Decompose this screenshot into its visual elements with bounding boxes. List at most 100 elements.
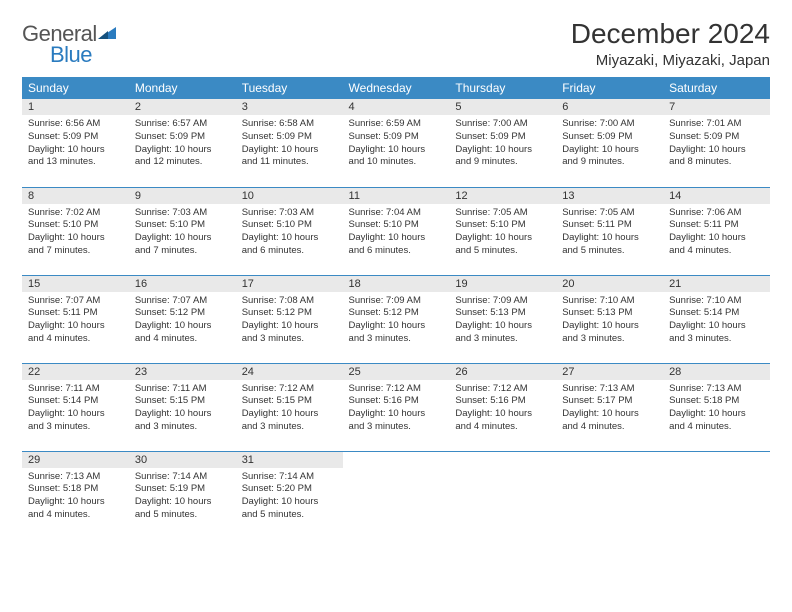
sunset-line: Sunset: 5:10 PM (135, 219, 230, 232)
sunrise-line: Sunrise: 7:11 AM (135, 383, 230, 396)
sunrise-line: Sunrise: 7:14 AM (242, 471, 337, 484)
sunset-line: Sunset: 5:16 PM (349, 395, 444, 408)
day-details: Sunrise: 7:00 AMSunset: 5:09 PMDaylight:… (556, 115, 663, 173)
day-details: Sunrise: 6:58 AMSunset: 5:09 PMDaylight:… (236, 115, 343, 173)
sunrise-line: Sunrise: 7:07 AM (28, 295, 123, 308)
sunset-line: Sunset: 5:09 PM (455, 131, 550, 144)
sunrise-line: Sunrise: 6:58 AM (242, 118, 337, 131)
day-details: Sunrise: 6:59 AMSunset: 5:09 PMDaylight:… (343, 115, 450, 173)
day-details: Sunrise: 7:13 AMSunset: 5:18 PMDaylight:… (663, 380, 770, 438)
day-number: 10 (236, 188, 343, 204)
daylight-line: Daylight: 10 hours and 4 minutes. (135, 320, 230, 346)
sunrise-line: Sunrise: 7:12 AM (455, 383, 550, 396)
day-details: Sunrise: 7:13 AMSunset: 5:18 PMDaylight:… (22, 468, 129, 526)
day-details: Sunrise: 7:12 AMSunset: 5:15 PMDaylight:… (236, 380, 343, 438)
day-number: 27 (556, 364, 663, 380)
daylight-line: Daylight: 10 hours and 4 minutes. (669, 408, 764, 434)
sunset-line: Sunset: 5:18 PM (669, 395, 764, 408)
day-number: 12 (449, 188, 556, 204)
calendar-cell: 10Sunrise: 7:03 AMSunset: 5:10 PMDayligh… (236, 187, 343, 275)
day-number: 24 (236, 364, 343, 380)
calendar-cell: 16Sunrise: 7:07 AMSunset: 5:12 PMDayligh… (129, 275, 236, 363)
day-details: Sunrise: 6:56 AMSunset: 5:09 PMDaylight:… (22, 115, 129, 173)
sunset-line: Sunset: 5:20 PM (242, 483, 337, 496)
sunset-line: Sunset: 5:17 PM (562, 395, 657, 408)
day-details: Sunrise: 7:10 AMSunset: 5:13 PMDaylight:… (556, 292, 663, 350)
logo-text-blue: Blue (50, 45, 116, 66)
day-details: Sunrise: 7:07 AMSunset: 5:11 PMDaylight:… (22, 292, 129, 350)
day-details: Sunrise: 7:00 AMSunset: 5:09 PMDaylight:… (449, 115, 556, 173)
daylight-line: Daylight: 10 hours and 7 minutes. (28, 232, 123, 258)
sunset-line: Sunset: 5:09 PM (349, 131, 444, 144)
day-number: 3 (236, 99, 343, 115)
calendar-row: 29Sunrise: 7:13 AMSunset: 5:18 PMDayligh… (22, 451, 770, 539)
sunset-line: Sunset: 5:15 PM (135, 395, 230, 408)
daylight-line: Daylight: 10 hours and 7 minutes. (135, 232, 230, 258)
calendar-cell: 27Sunrise: 7:13 AMSunset: 5:17 PMDayligh… (556, 363, 663, 451)
daylight-line: Daylight: 10 hours and 5 minutes. (135, 496, 230, 522)
day-number: 20 (556, 276, 663, 292)
daylight-line: Daylight: 10 hours and 13 minutes. (28, 144, 123, 170)
sunrise-line: Sunrise: 7:00 AM (455, 118, 550, 131)
daylight-line: Daylight: 10 hours and 3 minutes. (28, 408, 123, 434)
calendar-cell: 22Sunrise: 7:11 AMSunset: 5:14 PMDayligh… (22, 363, 129, 451)
sunrise-line: Sunrise: 7:03 AM (135, 207, 230, 220)
calendar-cell: 13 Sunrise: 7:05 AMSunset: 5:11 PMDayligh… (556, 187, 663, 275)
daylight-line: Daylight: 10 hours and 4 minutes. (455, 408, 550, 434)
sunrise-line: Sunrise: 7:09 AM (455, 295, 550, 308)
sunrise-line: Sunrise: 7:12 AM (349, 383, 444, 396)
sunset-line: Sunset: 5:11 PM (562, 219, 657, 232)
daylight-line: Daylight: 10 hours and 4 minutes. (669, 232, 764, 258)
day-details: Sunrise: 7:04 AMSunset: 5:10 PMDaylight:… (343, 204, 450, 262)
sunrise-line: Sunrise: 7:10 AM (669, 295, 764, 308)
day-details: Sunrise: 7:03 AMSunset: 5:10 PMDaylight:… (129, 204, 236, 262)
weekday-header: Friday (556, 77, 663, 99)
daylight-line: Daylight: 10 hours and 3 minutes. (349, 408, 444, 434)
sunrise-line: Sunrise: 7:09 AM (349, 295, 444, 308)
day-details: Sunrise: 7:12 AMSunset: 5:16 PMDaylight:… (343, 380, 450, 438)
day-number: 13 (556, 188, 663, 204)
daylight-line: Daylight: 10 hours and 9 minutes. (455, 144, 550, 170)
day-details: Sunrise: 7:09 AMSunset: 5:13 PMDaylight:… (449, 292, 556, 350)
calendar-cell (663, 451, 770, 539)
daylight-line: Daylight: 10 hours and 6 minutes. (349, 232, 444, 258)
calendar-cell: 19Sunrise: 7:09 AMSunset: 5:13 PMDayligh… (449, 275, 556, 363)
logo: GeneralBlue (22, 18, 116, 66)
day-number: 15 (22, 276, 129, 292)
daylight-line: Daylight: 10 hours and 3 minutes. (349, 320, 444, 346)
calendar-cell: 23Sunrise: 7:11 AMSunset: 5:15 PMDayligh… (129, 363, 236, 451)
sunrise-line: Sunrise: 7:00 AM (562, 118, 657, 131)
sunset-line: Sunset: 5:10 PM (242, 219, 337, 232)
calendar-cell: 26Sunrise: 7:12 AMSunset: 5:16 PMDayligh… (449, 363, 556, 451)
daylight-line: Daylight: 10 hours and 6 minutes. (242, 232, 337, 258)
calendar-cell: 25Sunrise: 7:12 AMSunset: 5:16 PMDayligh… (343, 363, 450, 451)
day-details: Sunrise: 7:03 AMSunset: 5:10 PMDaylight:… (236, 204, 343, 262)
calendar-body: 1Sunrise: 6:56 AMSunset: 5:09 PMDaylight… (22, 99, 770, 539)
calendar-cell: 6Sunrise: 7:00 AMSunset: 5:09 PMDaylight… (556, 99, 663, 187)
daylight-line: Daylight: 10 hours and 11 minutes. (242, 144, 337, 170)
calendar-cell: 12Sunrise: 7:05 AMSunset: 5:10 PMDayligh… (449, 187, 556, 275)
day-number: 25 (343, 364, 450, 380)
sunrise-line: Sunrise: 7:05 AM (562, 207, 657, 220)
day-number: 18 (343, 276, 450, 292)
weekday-header: Sunday (22, 77, 129, 99)
daylight-line: Daylight: 10 hours and 5 minutes. (242, 496, 337, 522)
sunrise-line: Sunrise: 7:13 AM (562, 383, 657, 396)
daylight-line: Daylight: 10 hours and 8 minutes. (669, 144, 764, 170)
sunset-line: Sunset: 5:14 PM (28, 395, 123, 408)
calendar-cell: 17Sunrise: 7:08 AMSunset: 5:12 PMDayligh… (236, 275, 343, 363)
daylight-line: Daylight: 10 hours and 3 minutes. (242, 320, 337, 346)
sunrise-line: Sunrise: 6:57 AM (135, 118, 230, 131)
sunrise-line: Sunrise: 7:13 AM (669, 383, 764, 396)
calendar-cell: 11Sunrise: 7:04 AMSunset: 5:10 PMDayligh… (343, 187, 450, 275)
day-details: Sunrise: 7:01 AMSunset: 5:09 PMDaylight:… (663, 115, 770, 173)
sunrise-line: Sunrise: 7:07 AM (135, 295, 230, 308)
sunset-line: Sunset: 5:09 PM (135, 131, 230, 144)
sunrise-line: Sunrise: 7:10 AM (562, 295, 657, 308)
daylight-line: Daylight: 10 hours and 5 minutes. (562, 232, 657, 258)
calendar-cell: 14Sunrise: 7:06 AMSunset: 5:11 PMDayligh… (663, 187, 770, 275)
logo-triangle-icon (98, 27, 116, 42)
sunset-line: Sunset: 5:13 PM (562, 307, 657, 320)
sunrise-line: Sunrise: 7:12 AM (242, 383, 337, 396)
daylight-line: Daylight: 10 hours and 12 minutes. (135, 144, 230, 170)
